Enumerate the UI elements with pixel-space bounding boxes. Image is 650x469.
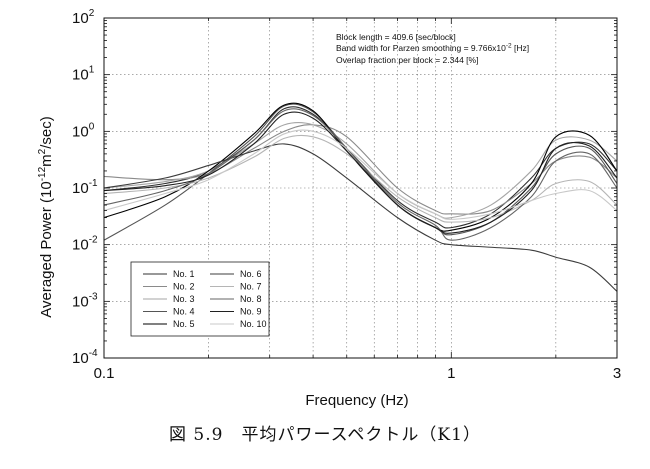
y-tick-label-exp: 1 <box>89 65 95 76</box>
x-tick-label: 1 <box>447 365 455 382</box>
y-tick-label-exp: -3 <box>89 291 98 302</box>
series-line <box>103 121 618 219</box>
x-tick-label: 0.1 <box>94 365 115 382</box>
annotation-block: Block length = 409.6 [sec/block] Band wi… <box>336 32 529 65</box>
y-axis-label-mid: m <box>38 154 55 167</box>
y-tick-label-exp: 0 <box>89 121 95 132</box>
legend-label: No. 9 <box>240 307 262 317</box>
legend-label: No. 8 <box>240 294 262 304</box>
x-tick-label: 3 <box>613 365 621 382</box>
y-tick-label-base: 10 <box>72 180 89 197</box>
legend: No. 1 No. 2 No. 3 No. 4 No. 5 No. 6 No. 7 No. 8… <box>130 261 270 337</box>
y-tick-label-base: 10 <box>72 123 89 140</box>
series-line <box>103 111 618 234</box>
y-axis-label-end: /sec) <box>38 116 55 149</box>
y-tick-label-base: 10 <box>72 293 89 310</box>
series-line <box>103 103 618 241</box>
series-line <box>103 102 618 232</box>
legend-label: No. 6 <box>240 269 262 279</box>
legend-label: No. 1 <box>173 269 195 279</box>
legend-label: No. 10 <box>240 319 267 329</box>
legend-label: No. 3 <box>173 294 195 304</box>
legend-label: No. 4 <box>173 307 195 317</box>
legend-label: No. 7 <box>240 282 262 292</box>
series-line <box>103 108 618 241</box>
y-tick-label-base: 10 <box>72 67 89 84</box>
y-tick-label-base: 10 <box>72 350 89 367</box>
y-tick-label: 10-4 <box>72 348 98 367</box>
y-tick-label-exp: -1 <box>89 178 98 189</box>
y-tick-label-base: 10 <box>72 237 89 254</box>
y-tick-label: 10-1 <box>72 178 98 197</box>
y-tick-label: 100 <box>72 121 95 140</box>
x-axis-label: Frequency (Hz) <box>305 392 408 409</box>
annotation-overlap: Overlap fraction per block = 2.344 [%] <box>336 55 478 65</box>
y-axis-label-exp: -12 <box>37 166 48 181</box>
series-layer <box>103 102 618 292</box>
legend-label: No. 2 <box>173 282 195 292</box>
y-tick-label-base: 10 <box>72 10 89 27</box>
y-axis-label-exp2: 2 <box>37 148 48 154</box>
y-tick-label-exp: 2 <box>89 8 95 19</box>
y-axis-label-main: Averaged Power (10 <box>38 181 55 317</box>
y-tick-label-exp: -4 <box>89 348 98 359</box>
legend-label: No. 5 <box>173 319 195 329</box>
series-line <box>103 124 618 215</box>
annotation-bandwidth: Band width for Parzen smoothing = 9.766x… <box>336 43 529 54</box>
y-tick-label: 10-3 <box>72 291 98 310</box>
annotation-bandwidth-unit: [Hz] <box>512 43 529 53</box>
series-line <box>103 129 618 220</box>
figure-caption: 図 5.9 平均パワースペクトル（K1） <box>169 425 481 445</box>
y-tick-label: 101 <box>72 65 95 84</box>
annotation-bandwidth-exp: -2 <box>506 43 512 50</box>
annotation-block-length: Block length = 409.6 [sec/block] <box>336 32 456 42</box>
annotation-bandwidth-text: Band width for Parzen smoothing = 9.766x… <box>336 43 506 53</box>
series-line <box>103 143 618 292</box>
y-axis-label: Averaged Power (10-12m2/sec) <box>37 116 55 318</box>
y-tick-label-exp: -2 <box>89 235 98 246</box>
y-tick-label: 102 <box>72 8 95 27</box>
y-tick-label: 10-2 <box>72 235 98 254</box>
